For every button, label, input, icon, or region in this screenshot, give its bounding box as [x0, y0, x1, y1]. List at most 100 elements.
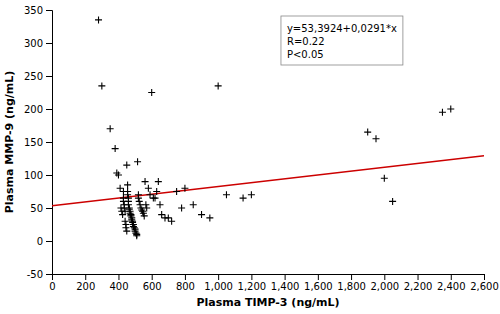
x-tick-mark: [251, 274, 252, 280]
x-tick-label: 1,400: [271, 281, 300, 292]
x-tick-mark: [185, 274, 186, 280]
x-tick: 800: [176, 274, 195, 292]
scatter-point: [173, 188, 180, 195]
y-tick: 300: [24, 38, 52, 49]
x-tick: 2,000: [370, 274, 399, 292]
scatter-point: [142, 178, 149, 185]
x-axis-title: Plasma TIMP-3 (ng/mL): [196, 296, 339, 309]
x-tick-mark: [318, 274, 319, 280]
scatter-point: [117, 185, 124, 192]
x-tick: 1,800: [337, 274, 366, 292]
x-tick-label: 1,000: [204, 281, 233, 292]
x-axis: 0 200 400 600 800 1,000 1,200 1,400 1,600 1,800 2,…: [49, 274, 499, 292]
scatter-point: [240, 195, 247, 202]
y-axis: -50050100150200250300350: [24, 5, 53, 280]
scatter-point: [124, 181, 131, 188]
scatter-point: [135, 195, 142, 202]
x-tick: 2,600: [470, 274, 499, 292]
y-tick-label: 150: [24, 137, 43, 148]
scatter-point: [125, 201, 132, 208]
x-tick: 600: [143, 274, 162, 292]
chart-svg: 0 200 400 600 800 1,000 1,200 1,400 1,600 1,800 2,…: [0, 0, 500, 314]
x-tick-label: 2,600: [470, 281, 499, 292]
scatter-point: [115, 172, 122, 179]
x-tick-label: 2,200: [404, 281, 433, 292]
plot-area: [52, 16, 484, 239]
scatter-points: [95, 16, 454, 239]
x-tick-mark: [384, 274, 385, 280]
scatter-point: [147, 191, 154, 198]
scatter-point: [123, 162, 130, 169]
y-tick-mark: [46, 142, 52, 143]
annotation-box: [281, 16, 403, 65]
y-tick: 350: [24, 5, 52, 16]
scatter-point: [206, 214, 213, 221]
scatter-point: [134, 158, 141, 165]
scatter-point: [215, 82, 222, 89]
y-tick: 150: [24, 137, 52, 148]
scatter-point: [165, 214, 172, 221]
x-tick-label: 800: [176, 281, 195, 292]
y-tick-mark: [46, 274, 52, 275]
scatter-point: [248, 191, 255, 198]
x-tick: 200: [76, 274, 95, 292]
x-tick-mark: [484, 274, 485, 280]
x-tick: 1,400: [271, 274, 300, 292]
scatter-point: [136, 198, 143, 205]
scatter-point: [381, 175, 388, 182]
x-tick: 1,200: [238, 274, 267, 292]
y-tick-label: 250: [24, 71, 43, 82]
scatter-point: [157, 201, 164, 208]
chart-container: 0 200 400 600 800 1,000 1,200 1,400 1,600 1,800 2,…: [0, 0, 500, 314]
scatter-point: [155, 178, 162, 185]
y-tick-mark: [46, 208, 52, 209]
scatter-point: [181, 185, 188, 192]
x-tick-mark: [218, 274, 219, 280]
x-tick-label: 600: [143, 281, 162, 292]
scatter-point: [178, 205, 185, 212]
y-tick-label: 0: [37, 236, 43, 247]
scatter-point: [133, 232, 140, 239]
scatter-point: [112, 145, 119, 152]
annotation-text: P<0.05: [287, 49, 324, 60]
x-tick: 400: [109, 274, 128, 292]
scatter-point: [152, 195, 159, 202]
scatter-point: [107, 125, 114, 132]
scatter-point: [145, 185, 152, 192]
scatter-point: [142, 201, 149, 208]
x-tick-label: 2,400: [437, 281, 466, 292]
annotation-text: R=0.22: [287, 36, 325, 47]
scatter-point: [123, 228, 130, 235]
y-tick: 200: [24, 104, 52, 115]
x-tick-label: 1,200: [238, 281, 267, 292]
y-axis-line: [46, 11, 53, 275]
scatter-point: [122, 224, 129, 231]
x-tick-mark: [118, 274, 119, 280]
scatter-point: [198, 211, 205, 218]
x-tick: 1,600: [304, 274, 333, 292]
y-tick-label: 200: [24, 104, 43, 115]
scatter-point: [447, 106, 454, 113]
x-tick-label: 2,000: [370, 281, 399, 292]
y-tick-mark: [46, 10, 52, 11]
scatter-point: [439, 109, 446, 116]
scatter-point: [95, 16, 102, 23]
y-tick-mark: [46, 43, 52, 44]
x-tick-label: 1,600: [304, 281, 333, 292]
x-tick-label: 1,800: [337, 281, 366, 292]
scatter-point: [373, 135, 380, 142]
regression-line: [52, 156, 484, 206]
x-tick-mark: [351, 274, 352, 280]
scatter-point: [364, 129, 371, 136]
x-tick: 2,400: [437, 274, 466, 292]
scatter-point: [122, 218, 129, 225]
annotation-text: y=53,3924+0,0291*x: [287, 23, 397, 34]
scatter-point: [168, 218, 175, 225]
scatter-point: [389, 198, 396, 205]
y-tick: 250: [24, 71, 52, 82]
y-tick-label: 100: [24, 170, 43, 181]
x-tick: 0: [49, 274, 55, 292]
scatter-point: [98, 82, 105, 89]
scatter-point: [141, 212, 148, 219]
x-tick-mark: [451, 274, 452, 280]
